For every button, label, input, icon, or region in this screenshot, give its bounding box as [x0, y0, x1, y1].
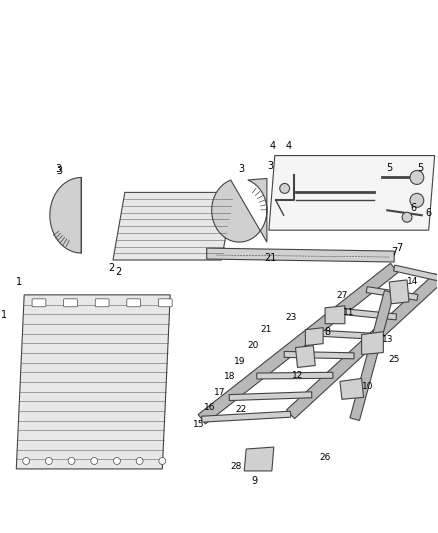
Polygon shape — [257, 373, 333, 379]
Polygon shape — [325, 306, 345, 324]
FancyBboxPatch shape — [159, 299, 172, 307]
Text: 4: 4 — [270, 141, 276, 151]
Text: 5: 5 — [417, 163, 423, 173]
Text: 9: 9 — [251, 476, 257, 486]
Polygon shape — [340, 378, 364, 399]
Text: 21: 21 — [265, 253, 277, 263]
Text: 14: 14 — [407, 277, 419, 286]
Text: 7: 7 — [391, 247, 397, 257]
FancyBboxPatch shape — [95, 299, 109, 307]
Text: 15: 15 — [193, 419, 205, 429]
Polygon shape — [16, 295, 170, 469]
Text: 22: 22 — [236, 405, 247, 414]
Text: 5: 5 — [386, 163, 392, 173]
Text: 1: 1 — [16, 277, 22, 287]
Text: 4: 4 — [286, 141, 292, 151]
Circle shape — [410, 193, 424, 207]
Polygon shape — [212, 179, 267, 242]
Polygon shape — [207, 248, 394, 262]
Circle shape — [402, 212, 412, 222]
FancyBboxPatch shape — [32, 299, 46, 307]
Polygon shape — [201, 411, 291, 422]
Text: 27: 27 — [336, 292, 348, 301]
Text: 13: 13 — [381, 335, 393, 344]
Circle shape — [91, 457, 98, 464]
Polygon shape — [350, 290, 394, 421]
Text: 6: 6 — [426, 208, 432, 219]
Text: 25: 25 — [389, 355, 400, 364]
Text: 10: 10 — [362, 382, 373, 391]
FancyBboxPatch shape — [64, 299, 78, 307]
Text: 2: 2 — [115, 267, 121, 277]
Text: 21: 21 — [260, 325, 272, 334]
Polygon shape — [296, 345, 315, 367]
Circle shape — [68, 457, 75, 464]
FancyBboxPatch shape — [127, 299, 141, 307]
Text: 19: 19 — [233, 357, 245, 366]
Polygon shape — [286, 273, 438, 418]
Polygon shape — [244, 447, 274, 471]
Polygon shape — [393, 265, 438, 281]
Text: 16: 16 — [204, 403, 215, 412]
Circle shape — [159, 457, 166, 464]
Polygon shape — [389, 280, 409, 304]
Text: 12: 12 — [292, 371, 303, 380]
Text: 28: 28 — [231, 463, 242, 472]
Text: 17: 17 — [214, 388, 225, 397]
Polygon shape — [339, 308, 396, 320]
Text: 20: 20 — [247, 341, 259, 350]
Polygon shape — [362, 332, 383, 354]
Circle shape — [46, 457, 52, 464]
Polygon shape — [198, 263, 398, 424]
Text: 3: 3 — [57, 166, 63, 175]
Polygon shape — [113, 192, 233, 260]
Circle shape — [280, 183, 290, 193]
Text: 3: 3 — [56, 164, 62, 174]
Circle shape — [23, 457, 30, 464]
Text: 26: 26 — [319, 453, 331, 462]
Text: 1: 1 — [1, 310, 7, 320]
Text: 2: 2 — [108, 263, 114, 273]
Circle shape — [113, 457, 120, 464]
Text: 8: 8 — [324, 327, 330, 337]
Text: 23: 23 — [285, 313, 296, 322]
Polygon shape — [229, 392, 312, 401]
Polygon shape — [284, 351, 354, 359]
Polygon shape — [269, 156, 434, 230]
Polygon shape — [305, 328, 323, 345]
Polygon shape — [366, 287, 418, 301]
Text: 7: 7 — [396, 243, 402, 253]
Polygon shape — [311, 330, 375, 340]
Text: 3: 3 — [268, 160, 274, 171]
Text: 18: 18 — [224, 372, 235, 381]
Text: 11: 11 — [343, 308, 354, 317]
Circle shape — [136, 457, 143, 464]
Circle shape — [410, 171, 424, 184]
Text: 3: 3 — [238, 164, 244, 174]
Polygon shape — [50, 177, 81, 253]
Text: 6: 6 — [411, 203, 417, 213]
